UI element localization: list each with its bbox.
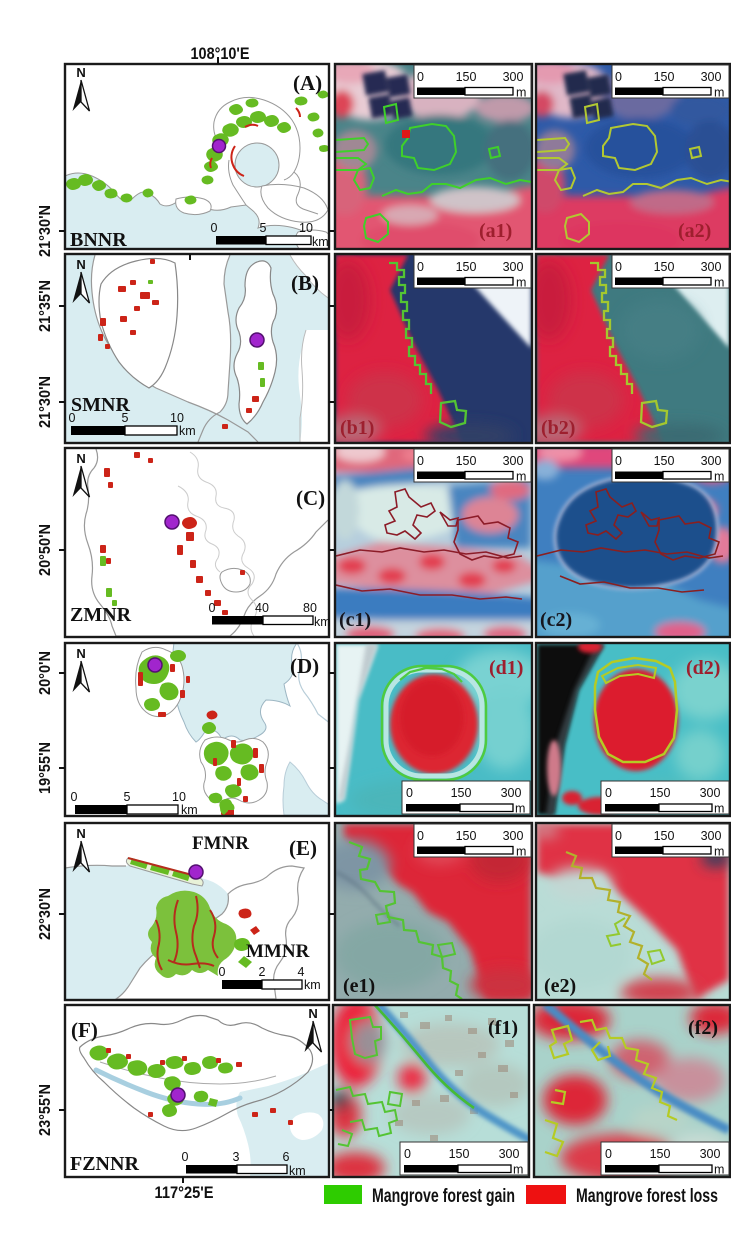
svg-text:21°30'N: 21°30'N xyxy=(37,205,54,257)
svg-text:(d1): (d1) xyxy=(489,657,523,679)
svg-text:80: 80 xyxy=(303,601,317,615)
svg-text:(a1): (a1) xyxy=(479,220,512,242)
svg-text:0: 0 xyxy=(404,1147,411,1161)
svg-text:MMNR: MMNR xyxy=(246,941,310,962)
svg-text:150: 150 xyxy=(650,1147,671,1161)
svg-text:km: km xyxy=(304,978,321,992)
svg-text:0: 0 xyxy=(71,790,78,804)
svg-text:10: 10 xyxy=(299,221,313,235)
svg-text:(e2): (e2) xyxy=(544,975,576,997)
svg-text:300: 300 xyxy=(499,1147,520,1161)
svg-text:22°30'N: 22°30'N xyxy=(37,888,54,940)
svg-text:km: km xyxy=(312,235,329,249)
svg-text:0: 0 xyxy=(219,965,226,979)
svg-text:m: m xyxy=(714,1163,724,1177)
svg-text:150: 150 xyxy=(650,786,671,800)
svg-text:FZNNR: FZNNR xyxy=(70,1153,139,1175)
svg-text:21°35'N: 21°35'N xyxy=(37,280,54,332)
svg-text:SMNR: SMNR xyxy=(71,394,130,416)
svg-text:20°0'N: 20°0'N xyxy=(37,651,54,695)
svg-text:m: m xyxy=(513,1163,523,1177)
svg-text:(f1): (f1) xyxy=(488,1017,518,1039)
svg-text:km: km xyxy=(181,803,198,817)
svg-text:(d2): (d2) xyxy=(686,657,720,679)
svg-text:5: 5 xyxy=(260,221,267,235)
svg-text:4: 4 xyxy=(298,965,305,979)
svg-text:km: km xyxy=(289,1164,306,1178)
svg-text:m: m xyxy=(714,802,724,816)
svg-text:0: 0 xyxy=(605,786,612,800)
svg-text:5: 5 xyxy=(122,411,129,425)
svg-text:0: 0 xyxy=(209,601,216,615)
svg-text:10: 10 xyxy=(170,411,184,425)
svg-text:BNNR: BNNR xyxy=(70,229,127,251)
svg-text:300: 300 xyxy=(700,1147,721,1161)
svg-text:0: 0 xyxy=(69,411,76,425)
svg-text:(b2): (b2) xyxy=(541,417,575,439)
svg-text:0: 0 xyxy=(605,1147,612,1161)
svg-text:(A): (A) xyxy=(293,71,322,95)
svg-text:Mangrove forest gain: Mangrove forest gain xyxy=(372,1186,515,1207)
svg-text:21°30'N: 21°30'N xyxy=(37,376,54,428)
svg-text:19°55'N: 19°55'N xyxy=(37,742,54,794)
svg-text:6: 6 xyxy=(283,1150,290,1164)
svg-text:300: 300 xyxy=(700,786,721,800)
svg-text:(c2): (c2) xyxy=(540,609,572,631)
svg-text:(b1): (b1) xyxy=(340,417,374,439)
svg-text:300: 300 xyxy=(501,786,522,800)
svg-text:km: km xyxy=(179,424,196,438)
svg-text:(f2): (f2) xyxy=(688,1017,718,1039)
svg-text:40: 40 xyxy=(255,601,269,615)
svg-text:150: 150 xyxy=(449,1147,470,1161)
svg-text:km: km xyxy=(314,615,331,629)
svg-text:20°50'N: 20°50'N xyxy=(37,524,54,576)
svg-text:5: 5 xyxy=(124,790,131,804)
svg-text:23°55'N: 23°55'N xyxy=(37,1084,54,1136)
svg-text:0: 0 xyxy=(211,221,218,235)
svg-text:FMNR: FMNR xyxy=(192,833,249,854)
svg-text:(e1): (e1) xyxy=(343,975,375,997)
svg-text:Mangrove forest loss: Mangrove forest loss xyxy=(576,1186,718,1207)
svg-text:0: 0 xyxy=(406,786,413,800)
svg-text:ZMNR: ZMNR xyxy=(70,604,132,626)
svg-text:2: 2 xyxy=(259,965,266,979)
svg-text:(B): (B) xyxy=(291,271,319,295)
svg-text:(E): (E) xyxy=(289,836,317,860)
svg-text:(C): (C) xyxy=(296,486,325,510)
svg-text:(D): (D) xyxy=(290,654,319,678)
svg-text:(a2): (a2) xyxy=(678,220,711,242)
svg-text:(c1): (c1) xyxy=(339,609,371,631)
svg-text:0: 0 xyxy=(182,1150,189,1164)
svg-text:(F): (F) xyxy=(71,1018,98,1042)
svg-text:150: 150 xyxy=(451,786,472,800)
svg-text:m: m xyxy=(515,802,525,816)
svg-text:10: 10 xyxy=(172,790,186,804)
svg-text:117°25'E: 117°25'E xyxy=(155,1183,214,1202)
svg-text:108°10'E: 108°10'E xyxy=(191,44,250,63)
svg-text:3: 3 xyxy=(233,1150,240,1164)
